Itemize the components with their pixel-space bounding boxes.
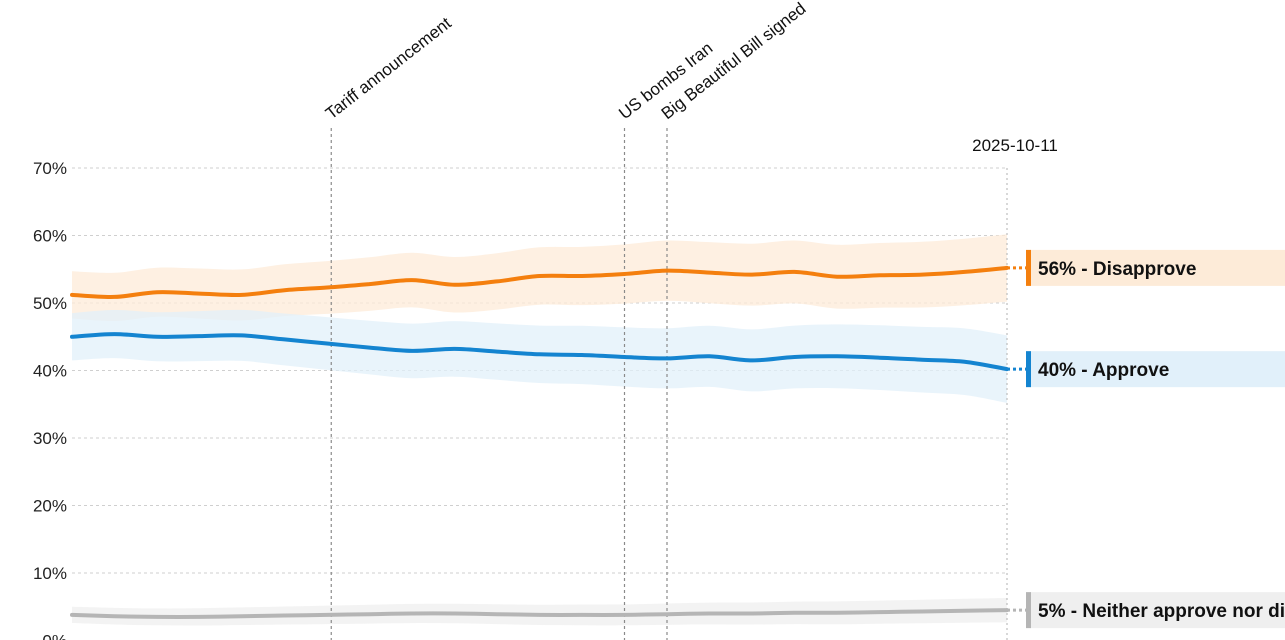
end-labels: 56% - Disapprove 40% - Approve 5% - Neithe… bbox=[1007, 249, 1285, 629]
y-tick-label: 50% bbox=[33, 294, 67, 313]
gridlines bbox=[72, 167, 1007, 574]
y-tick-label: 40% bbox=[33, 362, 67, 381]
end-label-background bbox=[1030, 249, 1285, 286]
band-approve bbox=[72, 309, 1007, 403]
end-date-label: 2025-10-11 bbox=[972, 136, 1058, 155]
line-approve bbox=[70, 332, 1009, 372]
end-date-marker: 2025-10-11 bbox=[972, 136, 1058, 640]
end-label-background bbox=[1030, 351, 1285, 388]
event-label-1: Tariff announcement bbox=[322, 13, 455, 123]
line-neither-approve-nor-disapprove bbox=[70, 608, 1009, 619]
y-tick-label: 10% bbox=[33, 564, 67, 583]
band-neither-approve-nor-disapprove bbox=[72, 598, 1007, 626]
end-label-text: 56% - Disapprove bbox=[1038, 259, 1196, 280]
y-tick-label: 30% bbox=[33, 429, 67, 448]
y-axis-ticks: 0% 10% 20% 30% 40% 50% 60% 70% bbox=[33, 159, 67, 640]
line-disapprove bbox=[70, 265, 1009, 299]
series-lines bbox=[70, 265, 1009, 619]
end-label-background bbox=[1030, 592, 1285, 629]
y-tick-label: 60% bbox=[33, 227, 67, 246]
end-label-text: 5% - Neither approve nor disapprove bbox=[1038, 601, 1285, 622]
end-label-marker bbox=[1026, 249, 1031, 286]
end-label-marker bbox=[1026, 592, 1031, 629]
y-tick-label: 70% bbox=[33, 159, 67, 178]
y-tick-label: 0% bbox=[42, 632, 67, 640]
end-label-text: 40% - Approve bbox=[1038, 360, 1169, 381]
y-tick-label: 20% bbox=[33, 497, 67, 516]
end-label-marker bbox=[1026, 351, 1031, 388]
